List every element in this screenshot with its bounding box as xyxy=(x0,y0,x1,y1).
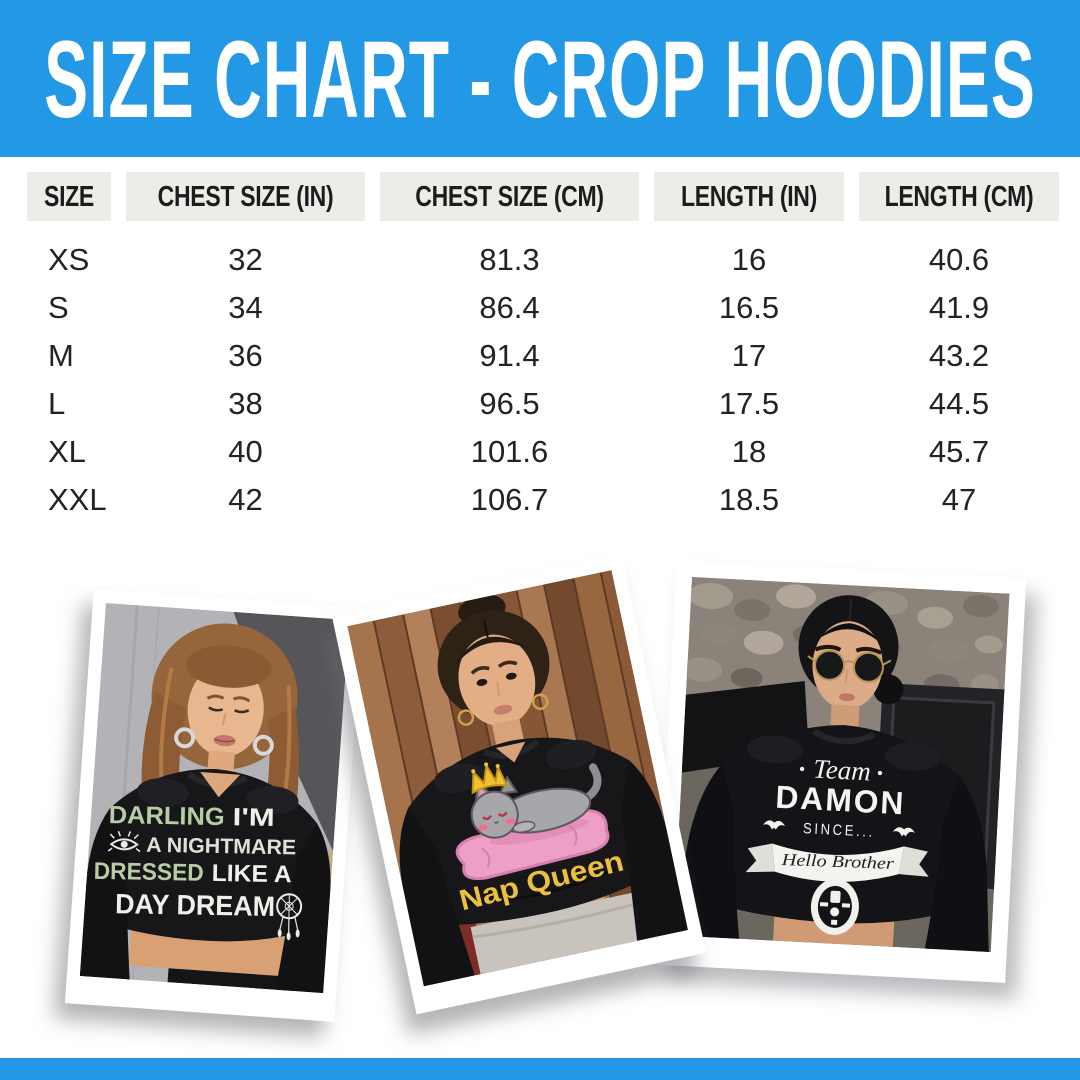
team-damon-print: Team DAMON SINCE... Hello Brother xyxy=(745,754,929,935)
size-table-header: SIZE CHEST SIZE (IN) CHEST SIZE (CM) LEN… xyxy=(27,172,1059,221)
dreamcatcher-icon xyxy=(276,893,303,941)
model-face xyxy=(185,645,272,757)
footer-bar xyxy=(0,1058,1080,1080)
gold-hoop-earrings xyxy=(457,693,549,726)
table-row: XL 40 101.6 18 45.7 xyxy=(48,434,990,469)
photo-napqueen-scene: Nap Queen xyxy=(347,570,688,987)
black-crop-hoodie xyxy=(79,769,331,994)
print-word-nightmare: A NIGHTMARE xyxy=(146,834,296,860)
table-row: M 36 91.4 17 43.2 xyxy=(48,338,990,373)
model-face xyxy=(812,621,883,710)
header-chest-in: CHEST SIZE (IN) xyxy=(126,172,365,221)
photo-teamdamon-scene: Team DAMON SINCE... Hello Brother xyxy=(673,576,1010,953)
print-word-dressed: DRESSED xyxy=(93,858,203,887)
hoop-earrings xyxy=(174,727,274,756)
table-row: S 34 86.4 16.5 41.9 xyxy=(48,290,990,325)
ribbon-banner xyxy=(745,843,929,882)
model-face xyxy=(455,619,536,727)
darling-daydream-print: DARLING I'M A NIGHTMARE DRESSED LIKE A D… xyxy=(93,801,303,941)
product-photo-darling-daydream: DARLING I'M A NIGHTMARE DRESSED LIKE A D… xyxy=(64,589,364,1022)
product-photo-nap-queen: Nap Queen xyxy=(331,554,707,1015)
header-length-in: LENGTH (IN) xyxy=(654,172,844,221)
size-table-body: XS 32 81.3 16 40.6 S 34 86.4 16.5 41.9 M… xyxy=(27,236,1059,524)
crown-icon xyxy=(471,762,509,795)
print-word-im: I'M xyxy=(232,803,274,832)
page-title: SIZE CHART - CROP HOODIES xyxy=(44,17,1036,140)
print-word-darling: DARLING xyxy=(108,801,224,831)
crow-icons xyxy=(763,820,915,837)
table-row: XXL 42 106.7 18.5 47 xyxy=(48,482,977,517)
round-sunglasses-icon xyxy=(807,649,892,683)
print-damon: DAMON xyxy=(775,779,907,822)
print-since: SINCE... xyxy=(803,820,876,841)
print-word-daydream: DAY DREAM xyxy=(115,888,276,922)
ring-emblem-icon xyxy=(810,878,859,935)
print-team: Team xyxy=(813,754,872,787)
table-row: XS 32 81.3 16 40.6 xyxy=(48,242,990,277)
print-word-likea: LIKE A xyxy=(211,860,291,888)
eye-icon xyxy=(107,830,141,853)
table-row: L 38 96.5 17.5 44.5 xyxy=(48,386,990,421)
header-length-cm: LENGTH (CM) xyxy=(859,172,1059,221)
title-banner: SIZE CHART - CROP HOODIES xyxy=(0,0,1080,157)
print-hello-brother: Hello Brother xyxy=(780,850,894,873)
header-size: SIZE xyxy=(27,172,111,221)
product-photo-team-damon: Team DAMON SINCE... Hello Brother xyxy=(655,560,1027,983)
sleeping-cat-icon xyxy=(470,763,602,839)
header-chest-cm: CHEST SIZE (CM) xyxy=(380,172,639,221)
photo-darling-scene: DARLING I'M A NIGHTMARE DRESSED LIKE A D… xyxy=(79,602,350,994)
